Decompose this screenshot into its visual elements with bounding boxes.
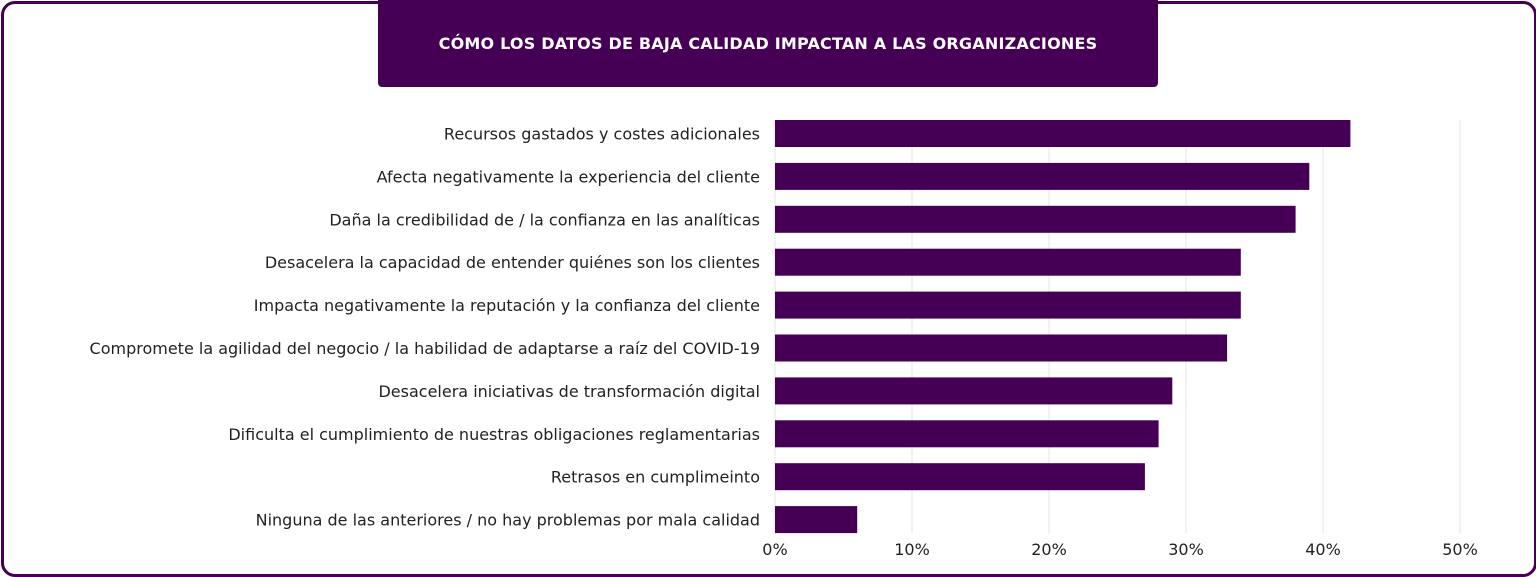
x-tick-label: 20% [1031,540,1067,559]
chart-title: CÓMO LOS DATOS DE BAJA CALIDAD IMPACTAN … [438,34,1098,53]
bar [775,420,1159,448]
x-tick-label: 50% [1442,540,1478,559]
category-label: Impacta negativamente la reputación y la… [254,296,760,315]
title-banner: CÓMO LOS DATOS DE BAJA CALIDAD IMPACTAN … [378,0,1158,87]
category-label: Retrasos en cumplimeinto [551,468,760,487]
bar [775,334,1228,362]
bar [775,120,1351,147]
category-label: Compromete la agilidad del negocio / la … [90,339,760,358]
bar [775,377,1173,405]
x-tick-label: 10% [894,540,930,559]
bar [775,463,1145,491]
category-label: Desacelera iniciativas de transformación… [378,382,760,401]
bar [775,291,1241,319]
category-label: Dificulta el cumplimiento de nuestras ob… [228,425,760,444]
category-label: Ninguna de las anteriores / no hay probl… [256,511,760,530]
category-label: Daña la credibilidad de / la confianza e… [329,210,760,229]
category-label: Afecta negativamente la experiencia del … [377,167,760,186]
x-tick-label: 0% [762,540,787,559]
bar [775,162,1310,190]
x-tick-label: 30% [1168,540,1204,559]
category-label: Desacelera la capacidad de entender quié… [265,253,760,272]
x-tick-label: 40% [1305,540,1341,559]
bar [775,248,1241,276]
bar [775,205,1296,233]
category-label: Recursos gastados y costes adicionales [444,125,760,144]
bar [775,506,858,534]
